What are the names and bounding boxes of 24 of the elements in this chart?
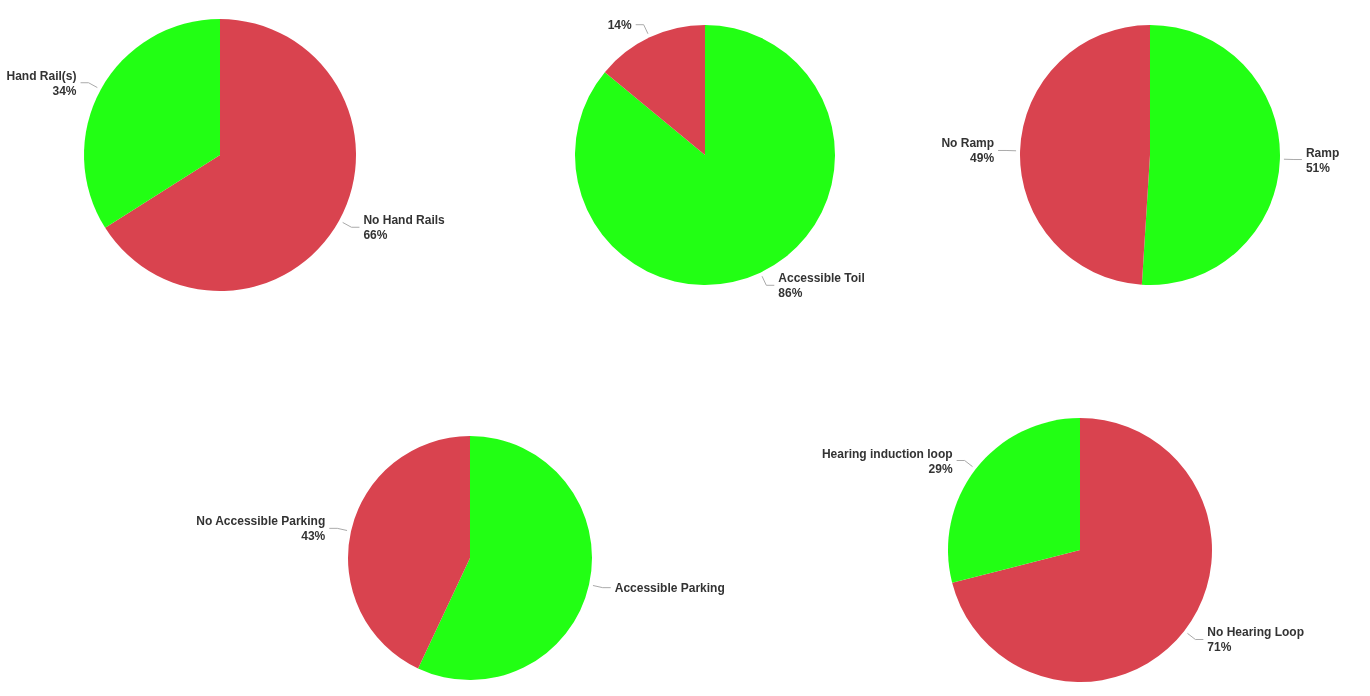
pie-slice xyxy=(1020,25,1150,285)
pie-slice xyxy=(1141,25,1280,285)
data-label: 43% xyxy=(301,529,326,544)
data-label: 71% xyxy=(1207,640,1232,655)
pie-slice xyxy=(418,436,592,680)
data-label: 14% xyxy=(607,17,632,32)
slice-label: Accessible Parking xyxy=(614,580,725,595)
slice-label: Ramp xyxy=(1305,145,1340,160)
slice-label: No Ramp xyxy=(941,136,995,151)
pie-slice xyxy=(348,436,470,669)
slice-label: Accessible Toil xyxy=(778,271,865,286)
data-label: 34% xyxy=(52,83,77,98)
slice-label: No Accessible Parking xyxy=(196,514,326,529)
data-label: 49% xyxy=(970,151,995,166)
data-label: 66% xyxy=(363,228,388,243)
slice-label: Hearing induction loop xyxy=(821,446,953,461)
slice-label: Hand Rail(s) xyxy=(6,68,77,83)
slice-label: No Hand Rails xyxy=(363,213,446,228)
data-label: 51% xyxy=(1305,160,1331,175)
data-label: 86% xyxy=(778,286,803,301)
pie-slice xyxy=(105,19,356,291)
data-label: 29% xyxy=(928,461,953,476)
slice-label: No Hearing Loop xyxy=(1207,625,1305,640)
pie-slice xyxy=(84,19,220,228)
